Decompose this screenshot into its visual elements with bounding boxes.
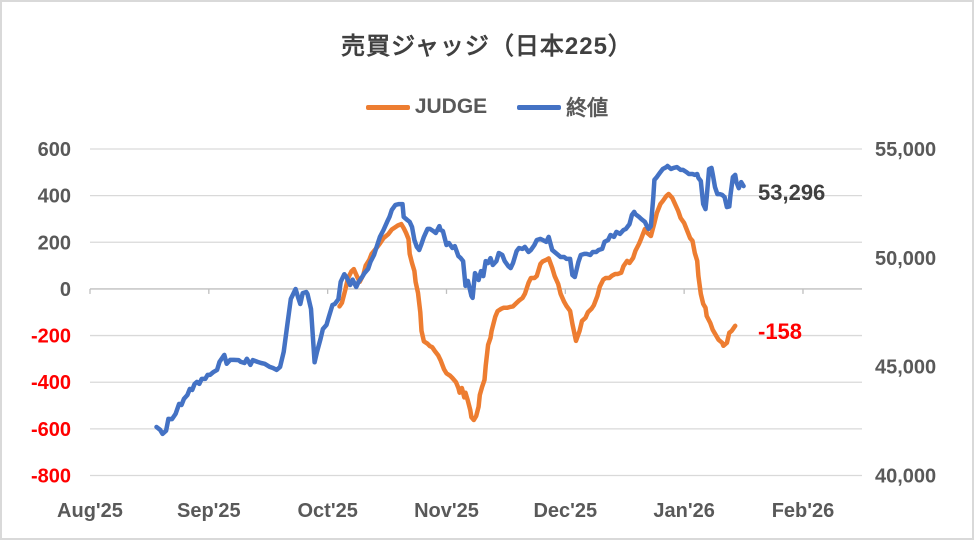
left-axis-tick-label: 400	[38, 186, 71, 208]
chart-title: 売買ジャッジ（日本225）	[341, 33, 633, 60]
legend-item-close: 終値	[517, 92, 608, 122]
left-axis-tick-label: -800	[31, 466, 71, 488]
left-axis-tick-label: -600	[31, 419, 71, 441]
left-axis-tick-label: 0	[60, 279, 71, 301]
left-axis-tick-label: -400	[31, 372, 71, 394]
left-axis-tick-label: 200	[38, 232, 71, 254]
legend-label-close: 終値	[566, 97, 609, 120]
legend: JUDGE 終値	[2, 92, 972, 122]
x-axis-tick-label: Feb'26	[772, 500, 835, 522]
x-axis-tick-label: Sep'25	[177, 500, 241, 522]
legend-item-judge: JUDGE	[365, 95, 488, 119]
left-axis-tick-label: -200	[31, 326, 71, 348]
x-axis-tick-label: Dec'25	[533, 500, 597, 522]
close-end-value-label: 53,296	[758, 180, 826, 205]
close-price-line	[154, 163, 746, 437]
x-axis-tick-label: Nov'25	[414, 500, 479, 522]
legend-label-judge: JUDGE	[414, 95, 488, 118]
x-axis-tick-label: Oct'25	[297, 500, 357, 522]
right-axis-tick-label: 40,000	[875, 466, 936, 488]
judge-line-swatch-icon	[365, 104, 410, 110]
right-axis-tick-label: 55,000	[875, 139, 936, 161]
x-axis-tick-label: Aug'25	[57, 500, 123, 522]
right-axis-tick-label: 45,000	[875, 357, 936, 379]
judge-line	[337, 191, 738, 423]
left-axis-tick-label: 600	[38, 139, 71, 161]
close-line-swatch-icon	[517, 104, 562, 110]
right-axis-tick-label: 50,000	[875, 248, 936, 270]
judge-end-value-label: -158	[758, 319, 803, 344]
x-axis-tick-label: Jan'26	[653, 500, 714, 522]
